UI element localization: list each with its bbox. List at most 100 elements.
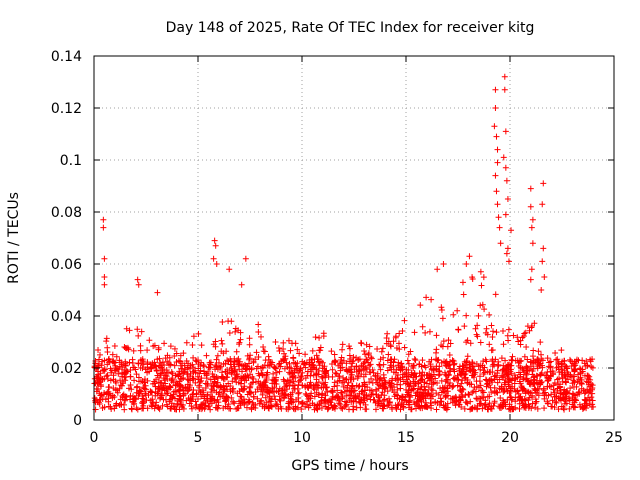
data-point [104, 349, 111, 356]
data-point [159, 402, 166, 409]
data-point [335, 362, 342, 369]
data-point [149, 396, 156, 403]
data-point [379, 405, 386, 412]
data-point [283, 382, 290, 389]
data-point [422, 329, 429, 336]
data-point [447, 340, 454, 347]
data-point [440, 261, 447, 267]
data-point [490, 328, 497, 335]
data-point [469, 405, 476, 412]
data-point [566, 405, 573, 412]
data-point [403, 386, 410, 393]
data-point [459, 370, 466, 377]
data-point [405, 391, 412, 398]
data-point [494, 201, 501, 208]
data-point [210, 255, 217, 262]
data-point [469, 360, 476, 367]
data-point [133, 405, 140, 412]
data-point [554, 356, 561, 363]
data-point [147, 388, 154, 395]
data-point [419, 357, 426, 364]
data-point [459, 394, 466, 401]
data-point [493, 389, 500, 396]
data-point [451, 360, 458, 367]
data-point [539, 258, 546, 265]
data-point [100, 367, 107, 374]
data-point [159, 387, 166, 394]
data-point [272, 378, 279, 385]
data-point [119, 370, 126, 377]
data-point [400, 404, 407, 411]
data-point [387, 382, 394, 389]
data-point [453, 398, 460, 405]
data-point [415, 380, 422, 387]
data-point [395, 340, 402, 347]
data-point [380, 371, 387, 378]
data-point [577, 374, 584, 381]
data-point [506, 361, 513, 368]
data-point [544, 368, 551, 375]
data-point [517, 341, 524, 348]
data-point [437, 395, 444, 402]
data-point [264, 362, 271, 369]
data-point [490, 361, 497, 368]
data-point [350, 354, 357, 361]
data-point [198, 375, 205, 382]
data-point [480, 370, 487, 377]
data-point [297, 366, 304, 373]
data-point [171, 345, 178, 352]
data-point [172, 372, 179, 379]
data-point [244, 352, 251, 359]
data-point [571, 403, 578, 410]
data-point [246, 335, 253, 342]
data-point [494, 159, 501, 166]
data-point [334, 394, 341, 401]
data-point [418, 402, 425, 409]
data-point [557, 389, 564, 396]
data-point [281, 392, 288, 399]
data-point [277, 397, 284, 404]
data-point [174, 380, 181, 387]
data-point [156, 395, 163, 402]
data-point [155, 344, 162, 351]
data-point [152, 402, 159, 409]
data-point [400, 393, 407, 400]
data-point [483, 383, 490, 390]
data-point [363, 341, 370, 348]
data-point [377, 375, 384, 382]
data-point [295, 389, 302, 396]
x-tick-label: 15 [397, 430, 415, 446]
data-point [227, 361, 234, 368]
data-point [270, 370, 277, 377]
x-tick-labels: 0 5 10 15 20 25 [90, 430, 623, 446]
data-point [407, 348, 414, 355]
data-point [222, 403, 229, 410]
data-point [545, 375, 552, 382]
data-point [564, 365, 571, 372]
data-point [355, 383, 362, 390]
data-point [474, 333, 481, 340]
data-point [500, 341, 507, 348]
data-point [161, 340, 168, 347]
y-axis-label: ROTI / TECUs [6, 192, 22, 284]
data-point [126, 327, 133, 334]
data-point [187, 396, 194, 403]
data-point [545, 400, 552, 407]
data-point [220, 350, 227, 357]
data-point [126, 359, 133, 366]
data-point [96, 351, 103, 358]
data-point [378, 348, 385, 355]
data-point [449, 384, 456, 391]
data-point [407, 394, 414, 401]
data-point [369, 379, 376, 386]
data-point [236, 341, 243, 348]
data-point [202, 404, 209, 411]
data-point [493, 329, 500, 336]
data-point [309, 347, 316, 354]
data-point [117, 377, 124, 384]
data-point [526, 380, 533, 387]
data-point [203, 352, 210, 359]
data-point [254, 395, 261, 402]
data-point [399, 365, 406, 372]
data-point [212, 242, 219, 249]
